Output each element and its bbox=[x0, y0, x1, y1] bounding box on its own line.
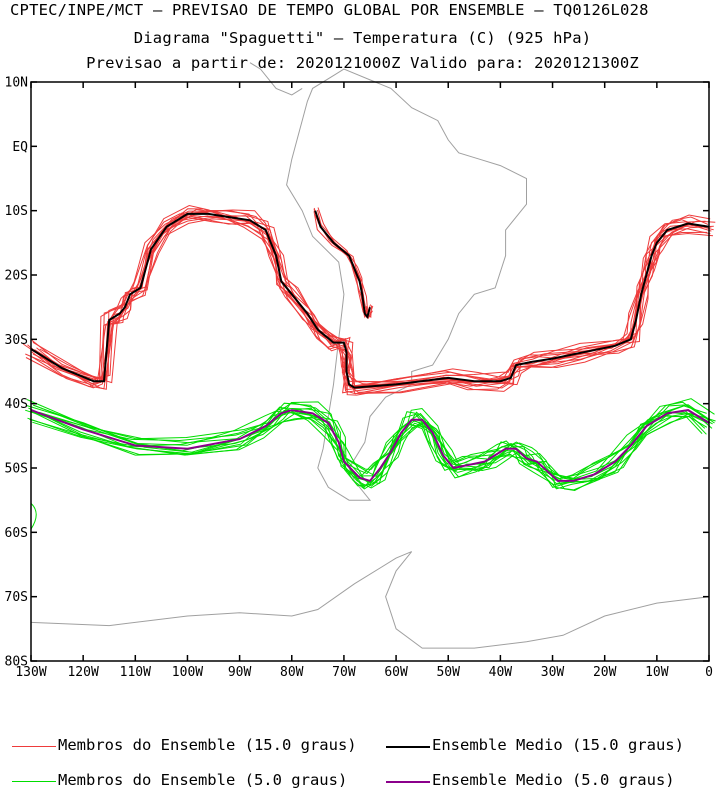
member-15-line bbox=[31, 216, 711, 395]
legend-label-members-5: Membros do Ensemble (5.0 graus) bbox=[58, 771, 348, 789]
coast-south-america bbox=[286, 68, 527, 501]
legend-swatch-members-15 bbox=[12, 746, 56, 747]
axis-ticks: 130W 120W 110W 100W 90W 80W 70W 60W 50W 40W 30W 20W… bbox=[5, 76, 713, 681]
x-tick-label: 60W bbox=[384, 665, 408, 680]
member-5-line bbox=[29, 411, 703, 490]
x-tick-label: 30W bbox=[541, 665, 565, 680]
legend-swatch-members-5 bbox=[12, 781, 56, 782]
mean-15-line bbox=[30, 212, 710, 389]
member-5-line bbox=[28, 404, 707, 485]
member-5-line bbox=[30, 410, 708, 491]
x-tick-label: 70W bbox=[332, 665, 356, 680]
member-5-edge-contour bbox=[30, 503, 37, 530]
y-tick-label: 20S bbox=[5, 269, 28, 284]
y-tick-label: 40S bbox=[5, 397, 28, 412]
y-tick-label: 30S bbox=[5, 333, 28, 348]
x-tick-label: 100W bbox=[172, 665, 203, 680]
title-line-3: Previsao a partir de: 2020121000Z Valido… bbox=[86, 54, 639, 72]
x-tick-label: 120W bbox=[67, 665, 98, 680]
x-tick-label: 40W bbox=[489, 665, 513, 680]
x-tick-label: 130W bbox=[15, 665, 46, 680]
x-tick-label: 50W bbox=[436, 665, 460, 680]
coast-antarctica bbox=[30, 551, 710, 649]
x-tick-label: 20W bbox=[593, 665, 617, 680]
x-tick-label: 90W bbox=[228, 665, 252, 680]
y-tick-label: 10N bbox=[5, 76, 28, 91]
member-5-line bbox=[37, 412, 713, 492]
y-tick-label: 60S bbox=[5, 526, 28, 541]
legend-label-mean-5: Ensemble Medio (5.0 graus) bbox=[432, 771, 675, 789]
coast-central-america bbox=[249, 62, 303, 96]
member-15-line bbox=[30, 208, 706, 383]
y-tick-label: 70S bbox=[5, 590, 28, 605]
y-tick-label: 50S bbox=[5, 462, 28, 477]
x-tick-label: 10W bbox=[645, 665, 669, 680]
means-layer bbox=[30, 210, 710, 483]
y-tick-label: 10S bbox=[5, 204, 28, 219]
x-tick-label: 0 bbox=[705, 665, 713, 680]
member-15-line bbox=[34, 215, 714, 393]
member-5-line bbox=[25, 401, 709, 481]
legend-label-members-15: Membros do Ensemble (15.0 graus) bbox=[58, 736, 357, 754]
member-15-line bbox=[39, 208, 716, 386]
member-15-andes-line bbox=[313, 211, 368, 319]
x-tick-label: 110W bbox=[120, 665, 151, 680]
title-line-2: Diagrama "Spaguetti" – Temperatura (C) (… bbox=[133, 29, 592, 47]
mean-15-andes-line bbox=[314, 210, 371, 319]
mean-5-line bbox=[30, 409, 710, 483]
y-tick-label: EQ bbox=[12, 140, 28, 155]
coastline-layer bbox=[30, 62, 710, 649]
plot-frame bbox=[30, 81, 710, 662]
y-tick-label: 80S bbox=[5, 655, 28, 670]
legend-swatch-mean-15 bbox=[386, 746, 430, 748]
legend-swatch-mean-5 bbox=[386, 781, 430, 783]
title-line-1: CPTEC/INPE/MCT – PREVISAO DE TEMPO GLOBA… bbox=[10, 1, 649, 19]
member-5-line bbox=[33, 398, 715, 479]
member-15-andes-line bbox=[313, 207, 367, 319]
member-5-line bbox=[32, 412, 707, 490]
x-tick-label: 80W bbox=[280, 665, 304, 680]
legend-label-mean-15: Ensemble Medio (15.0 graus) bbox=[432, 736, 684, 754]
